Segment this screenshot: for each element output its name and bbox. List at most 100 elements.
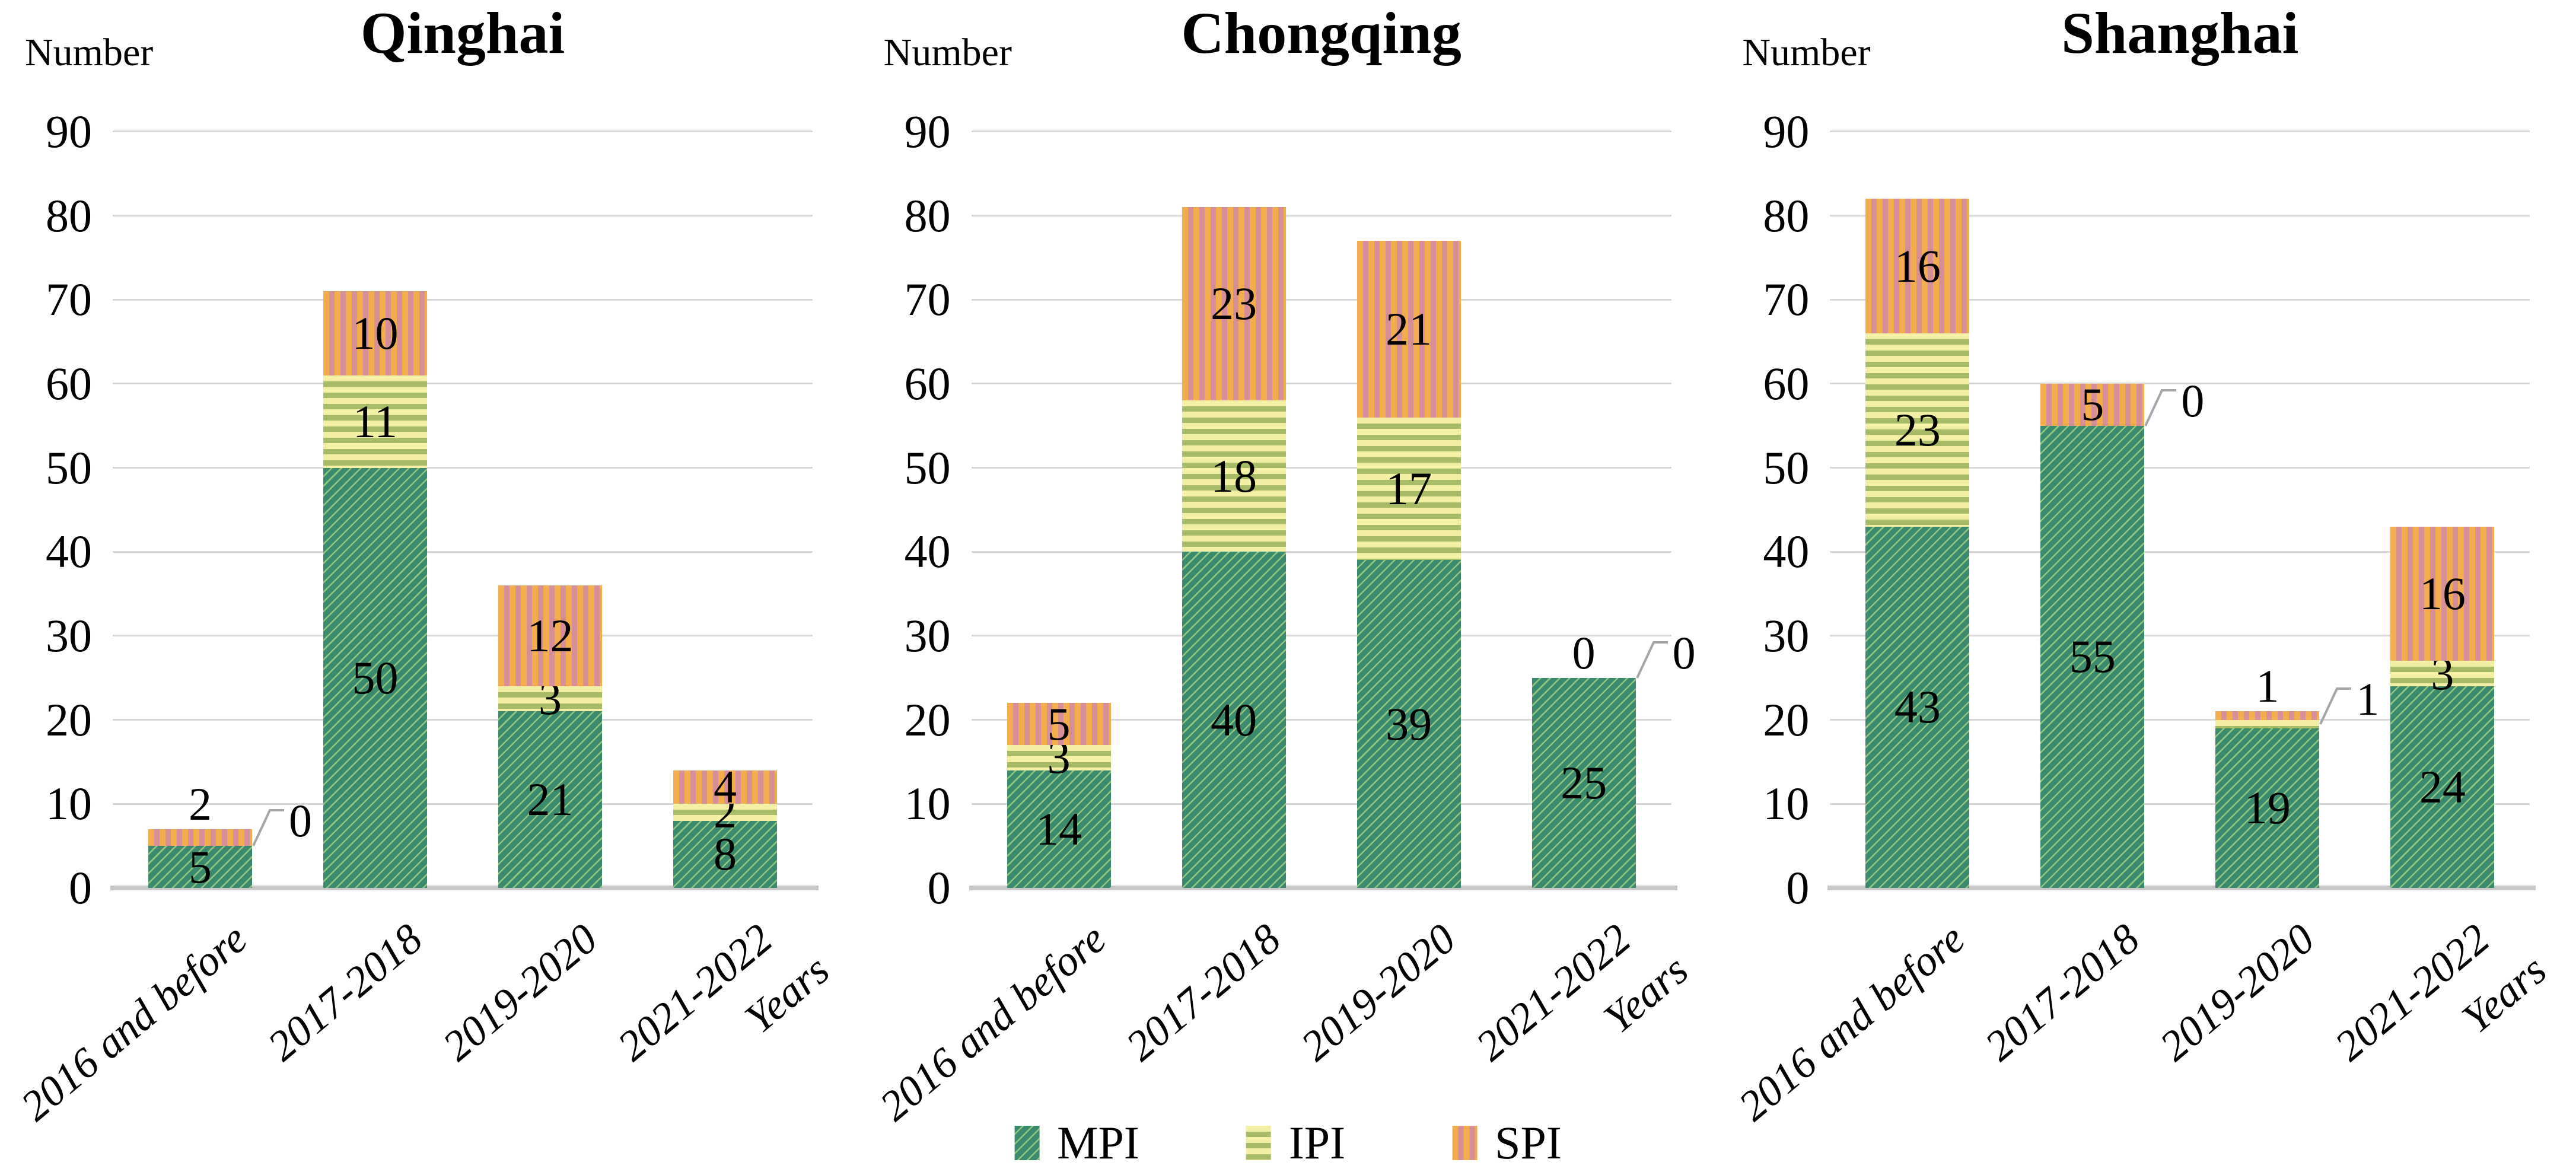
y-tick-label: 20	[904, 693, 951, 746]
legend-label-spi: SPI	[1495, 1117, 1562, 1168]
bar-segment-spi	[673, 770, 777, 804]
data-label: 39	[1386, 698, 1432, 750]
gridline	[971, 550, 1671, 553]
y-tick-label: 80	[904, 189, 951, 241]
bar-segment-mpi	[1357, 560, 1461, 888]
y-tick-label: 0	[1786, 862, 1810, 913]
bar-segment-spi	[323, 291, 427, 375]
y-tick-label: 10	[904, 778, 951, 830]
panel-title: Chongqing	[1181, 0, 1461, 66]
data-label: 11	[352, 395, 398, 447]
data-label: 8	[714, 828, 737, 880]
spi-swatch-icon	[1452, 1126, 1478, 1160]
bar-segment-spi	[2390, 526, 2495, 661]
bar-segment-mpi	[323, 467, 427, 888]
data-label: 55	[2069, 631, 2116, 683]
y-tick-label: 50	[46, 441, 92, 493]
gridline	[971, 803, 1671, 805]
bar-segment-mpi	[2215, 728, 2320, 888]
bar-segment-spi	[498, 585, 602, 686]
y-tick-label: 90	[1763, 105, 1810, 157]
data-label: 19	[2244, 782, 2291, 834]
data-label: 0	[1572, 626, 1596, 679]
data-label: 12	[527, 609, 574, 661]
gridline	[113, 130, 813, 133]
data-label: 25	[1561, 756, 1607, 808]
data-label: 14	[1036, 803, 1082, 855]
y-tick-label: 30	[46, 609, 92, 661]
leader-line	[252, 809, 284, 847]
legend-label-ipi: IPI	[1288, 1117, 1346, 1168]
category-label: 2017-2018	[1976, 914, 2148, 1070]
bar-segment-ipi	[673, 804, 777, 821]
bar-segment-mpi	[1007, 770, 1111, 888]
bar-segment-mpi	[2390, 686, 2495, 888]
leader-line	[1635, 641, 1668, 679]
data-label: 23	[1894, 403, 1941, 456]
y-tick-label: 70	[904, 273, 951, 326]
category-label: 2019-2020	[433, 914, 606, 1070]
y-axis-title: Number	[1742, 31, 1871, 74]
y-tick-label: 60	[46, 357, 92, 409]
bar-segment-spi	[2215, 711, 2320, 720]
gridline	[113, 383, 813, 385]
y-tick-label: 30	[904, 609, 951, 661]
chart-panel-shanghai: Shanghai Number 0 10 20 30 40 50 60 70 80 90 43 23 16 2…	[1717, 0, 2576, 1175]
bar-segment-ipi	[1357, 417, 1461, 561]
data-label: 4	[714, 760, 737, 813]
data-label: 17	[1386, 463, 1432, 515]
legend-item-spi: SPI	[1452, 1120, 1562, 1166]
category-label: 2017-2018	[1117, 914, 1290, 1070]
callout-label: 0	[1672, 626, 1696, 679]
y-tick-label: 20	[1763, 693, 1810, 746]
data-label: 16	[2419, 568, 2466, 620]
y-tick-label: 90	[46, 105, 92, 157]
bar-segment-ipi	[1182, 400, 1286, 552]
category-label: 2019-2020	[1292, 914, 1465, 1070]
data-label: 5	[1047, 698, 1071, 750]
category-label: 2016 and before	[871, 914, 1115, 1130]
bar-segment-mpi	[148, 846, 252, 888]
ipi-swatch-icon	[1246, 1126, 1271, 1160]
data-label: 43	[1894, 681, 1941, 733]
gridline	[1830, 550, 2530, 553]
y-tick-label: 60	[1763, 357, 1810, 409]
gridline	[1830, 467, 2530, 469]
y-tick-label: 0	[69, 862, 92, 913]
gridline	[1830, 803, 2530, 805]
panel-title: Shanghai	[2061, 0, 2299, 66]
gridline	[113, 803, 813, 805]
gridline	[971, 635, 1671, 637]
panel-title: Qinghai	[360, 0, 565, 66]
bar-segment-mpi	[498, 711, 602, 888]
bar-segment-spi	[1865, 199, 1970, 333]
gridline	[971, 467, 1671, 469]
bar-segment-mpi	[2040, 425, 2145, 888]
y-tick-label: 40	[1763, 526, 1810, 578]
y-tick-label: 0	[927, 862, 951, 913]
gridline	[113, 467, 813, 469]
bar-segment-ipi	[498, 686, 602, 712]
y-tick-label: 80	[46, 189, 92, 241]
gridline	[1830, 298, 2530, 301]
gridline	[1830, 719, 2530, 721]
gridline	[971, 383, 1671, 385]
data-label: 21	[1386, 302, 1432, 355]
gridline	[1830, 383, 2530, 385]
gridline	[1830, 635, 2530, 637]
y-tick-label: 20	[46, 693, 92, 746]
gridline	[971, 298, 1671, 301]
chart-panel-chongqing: Chongqing Number 0 10 20 30 40 50 60 70 80 90 14 3 5 20…	[859, 0, 1718, 1175]
x-axis-line	[110, 886, 819, 890]
y-tick-label: 80	[1763, 189, 1810, 241]
bar-segment-spi	[148, 829, 252, 846]
y-tick-label: 10	[1763, 778, 1810, 830]
y-tick-label: 50	[904, 441, 951, 493]
bar-segment-spi	[2040, 383, 2145, 426]
legend: MPI IPI SPI	[1014, 1120, 1562, 1166]
bar-segment-mpi	[1531, 677, 1636, 888]
data-label: 1	[2256, 660, 2279, 712]
x-axis-line	[1827, 886, 2536, 890]
y-tick-label: 50	[1763, 441, 1810, 493]
